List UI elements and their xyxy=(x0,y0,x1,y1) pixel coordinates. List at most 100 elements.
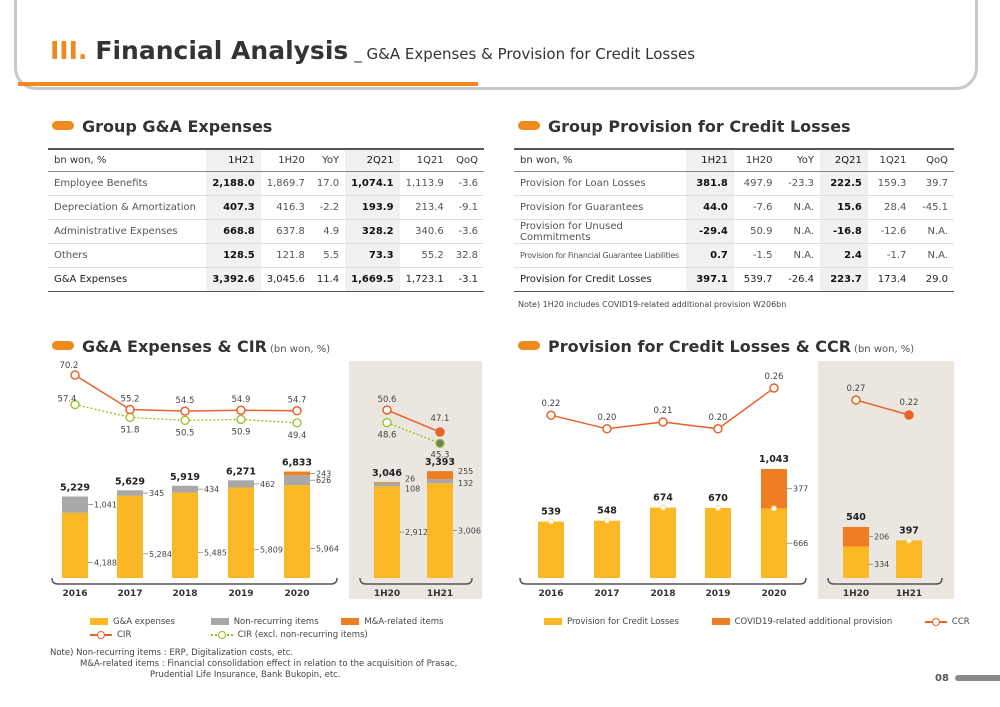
point-cir-ex xyxy=(435,438,445,449)
table-cell: -29.4 xyxy=(686,219,734,244)
bar-ma-half xyxy=(374,482,400,483)
page-number: 08 xyxy=(935,673,949,684)
line-cir-half xyxy=(386,409,441,433)
table-row: Administrative Expenses 668.8 637.8 4.9 328.… xyxy=(48,219,484,244)
line-cir-ex-half xyxy=(386,421,441,444)
bar-nonrec xyxy=(228,480,254,488)
data-label: 666 xyxy=(793,539,808,548)
cir-ex-label: 49.4 xyxy=(288,431,307,441)
total-label: 670 xyxy=(708,493,728,504)
point-cir-ex xyxy=(236,414,246,425)
footnotes: Note) Non-recurring items : ERP, Digital… xyxy=(50,648,458,680)
cir-ex-label: 51.8 xyxy=(121,425,140,435)
data-label: 2,912 xyxy=(405,528,428,537)
table-cell: 44.0 xyxy=(686,195,734,220)
ccr-label: 0.22 xyxy=(542,399,561,409)
bar-ga-half xyxy=(427,483,453,578)
table-cell: 3,045.6 xyxy=(260,267,311,292)
table-row: Provision for Unused Commitments -29.4 50.… xyxy=(514,219,954,244)
table-cell: 213.4 xyxy=(399,195,450,220)
half-year-panel xyxy=(349,361,482,599)
table-cell: 4.9 xyxy=(310,219,346,244)
bar-ga xyxy=(117,495,143,578)
pcl-table-title: Group Provision for Credit Losses xyxy=(518,117,851,136)
table-cell: N.A. xyxy=(778,219,820,244)
x-tick-label: 2017 xyxy=(117,589,142,599)
column-header: 1H21 xyxy=(206,148,261,172)
bar-covid xyxy=(761,469,787,509)
x-tick-label: 1H21 xyxy=(896,589,922,599)
table-cell: -3.6 xyxy=(449,219,484,244)
table-cell: 11.4 xyxy=(310,267,346,292)
data-label: 626 xyxy=(316,476,331,485)
table-row: Provision for Financial Guarantee Liabil… xyxy=(514,243,954,268)
table-cell: -7.6 xyxy=(733,195,779,220)
table-cell: -3.1 xyxy=(449,267,484,292)
total-row: Provision for Credit Losses 397.1 539.7 -26… xyxy=(514,267,954,292)
bar-nonrec-half xyxy=(427,479,453,484)
bar-pcl xyxy=(705,507,731,578)
line-ccr-half xyxy=(855,399,910,416)
legend-cir-ex: CIR (excl. non-recurring items) xyxy=(210,630,368,640)
total-label: 674 xyxy=(653,493,673,504)
point-ccr xyxy=(769,383,779,393)
total-label: 5,229 xyxy=(60,483,90,494)
bar-marker xyxy=(771,505,777,512)
ccr-label: 0.22 xyxy=(900,398,919,408)
total-label: 6,271 xyxy=(226,466,256,477)
table-row: Employee Benefits 2,188.0 1,869.7 17.0 1,074… xyxy=(48,171,484,196)
bar-pcl xyxy=(761,508,787,578)
table-cell: Provision for Financial Guarantee Liabil… xyxy=(514,243,686,268)
table-cell: 193.9 xyxy=(345,195,400,220)
table-row: Provision for Loan Losses 381.8 497.9 -23.3… xyxy=(514,171,954,196)
ccr-label: 0.20 xyxy=(598,413,617,423)
table-cell: 1,723.1 xyxy=(399,267,450,292)
ccr-label: 0.20 xyxy=(709,413,728,423)
table-cell: Provision for Unused Commitments xyxy=(514,219,686,244)
table-cell: 668.8 xyxy=(206,219,261,244)
table-cell: -1.7 xyxy=(867,243,913,268)
table-cell: -9.1 xyxy=(449,195,484,220)
table-cell: 407.3 xyxy=(206,195,261,220)
table-cell: 397.1 xyxy=(686,267,734,292)
table-cell: 416.3 xyxy=(260,195,311,220)
total-label: 540 xyxy=(846,512,866,523)
point-ccr xyxy=(602,424,612,434)
table-cell: -3.6 xyxy=(449,171,484,196)
ccr-label: 0.27 xyxy=(847,384,866,394)
column-header: bn won, % xyxy=(514,148,686,172)
table-cell: Administrative Expenses xyxy=(48,219,207,244)
column-header: 1H20 xyxy=(260,148,311,172)
cir-label: 54.9 xyxy=(232,395,251,405)
total-label: 6,833 xyxy=(282,458,312,469)
column-header: 2Q21 xyxy=(345,148,400,172)
legend-cir: CIR xyxy=(90,630,170,640)
point-cir xyxy=(292,405,302,416)
table-cell: N.A. xyxy=(778,195,820,220)
header-frame xyxy=(14,0,978,90)
column-header: 1H21 xyxy=(686,148,734,172)
table-cell: 29.0 xyxy=(912,267,954,292)
table-cell: G&A Expenses xyxy=(48,267,207,292)
bar-pcl xyxy=(538,521,564,578)
table-cell: Provision for Guarantees xyxy=(514,195,686,220)
point-ccr xyxy=(546,410,556,420)
column-header: 1H20 xyxy=(733,148,779,172)
bar-pcl-half xyxy=(843,546,869,578)
table-cell: 1,074.1 xyxy=(345,171,400,196)
table-cell: 28.4 xyxy=(867,195,913,220)
ccr-label: 0.26 xyxy=(765,372,784,382)
column-header: 1Q21 xyxy=(867,148,913,172)
page-header: III. Financial Analysis _ G&A Expenses & P… xyxy=(50,36,695,65)
point-cir xyxy=(125,404,135,415)
data-label: 377 xyxy=(793,485,808,494)
pill-icon xyxy=(52,341,74,350)
legend-ga: G&A expenses xyxy=(90,617,175,627)
pill-icon xyxy=(52,121,74,130)
table-row: Depreciation & Amortization 407.3 416.3 -2.… xyxy=(48,195,484,220)
cir-ex-label: 50.5 xyxy=(176,428,195,438)
point-cir xyxy=(382,405,392,415)
point-cir-ex xyxy=(180,415,190,426)
bar-ga-half xyxy=(374,486,400,578)
x-tick-label: 2020 xyxy=(761,589,786,599)
